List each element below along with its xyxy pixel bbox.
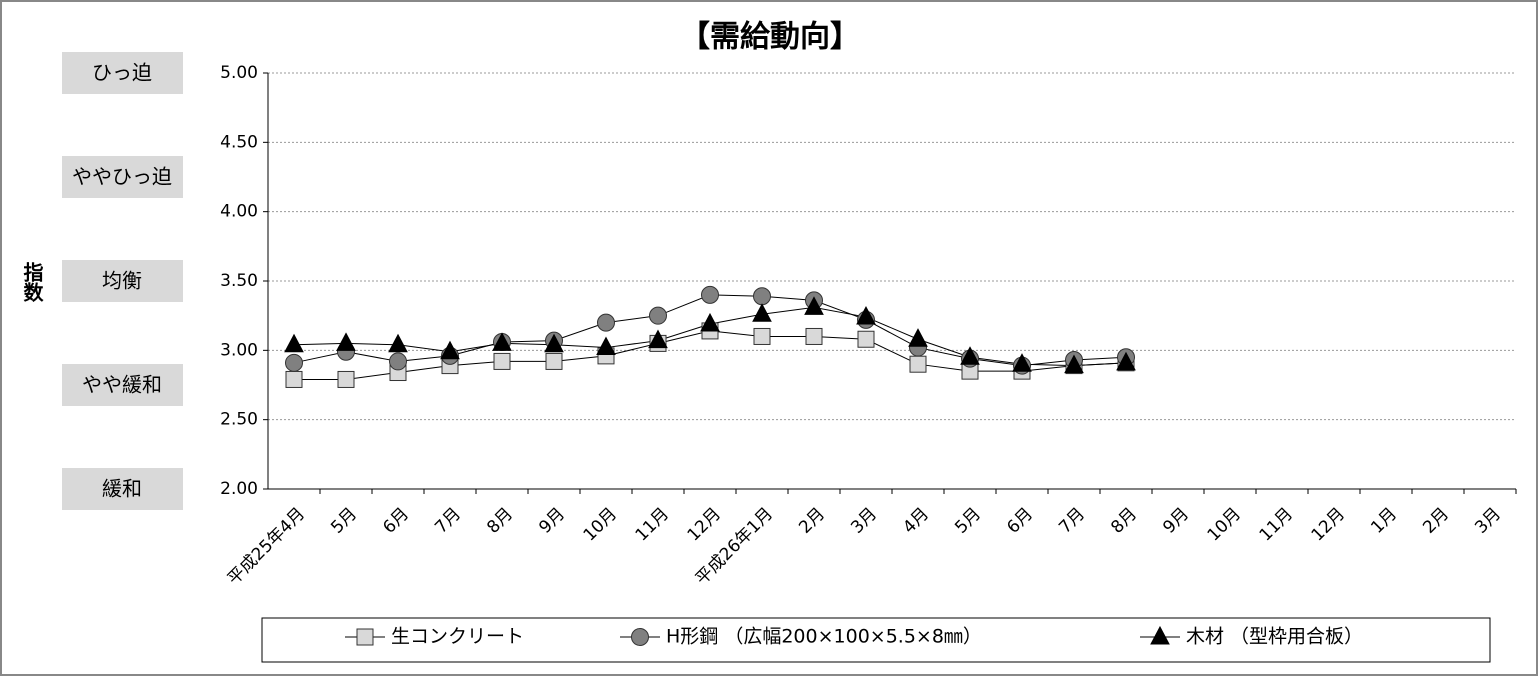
marker — [389, 352, 407, 371]
level-label: ややひっ迫 — [72, 165, 172, 189]
marker — [804, 296, 824, 315]
legend-label: 生コンクリート — [391, 626, 524, 648]
marker — [285, 353, 303, 372]
marker — [805, 327, 823, 345]
legend-label: H形鋼 （広幅200×100×5.5×8㎜） — [666, 626, 982, 648]
marker — [1064, 354, 1084, 374]
marker — [284, 333, 304, 353]
marker — [1012, 353, 1032, 372]
marker — [597, 313, 615, 332]
level-box — [62, 260, 183, 302]
marker — [856, 305, 876, 325]
level-label: 緩和 — [102, 477, 142, 501]
marker — [1116, 351, 1136, 371]
marker — [545, 352, 563, 370]
legend-marker — [1150, 625, 1170, 645]
marker — [960, 346, 980, 365]
legend-label: 木材 （型枠用合板） — [1186, 626, 1363, 648]
marker — [753, 287, 771, 306]
marker — [337, 370, 355, 388]
marker — [909, 355, 927, 373]
marker — [753, 327, 771, 345]
y-tick-label: 2.00 — [220, 479, 258, 499]
marker — [544, 333, 564, 353]
level-label: ひっ迫 — [92, 61, 152, 85]
marker — [492, 332, 512, 351]
y-tick-label: 2.50 — [220, 410, 258, 430]
chart-title: 【需給動向】 — [680, 20, 860, 55]
y-tick-label: 4.00 — [220, 202, 258, 222]
y-axis-label: 指数 — [20, 261, 44, 303]
marker — [648, 329, 668, 349]
y-tick-label: 5.00 — [220, 63, 258, 83]
marker — [336, 332, 356, 351]
marker — [596, 336, 616, 356]
level-label: 均衡 — [102, 269, 142, 293]
level-label: やや緩和 — [82, 373, 162, 397]
legend-box — [261, 617, 1491, 663]
y-tick-label: 3.50 — [220, 271, 258, 291]
y-tick-label: 3.00 — [220, 340, 258, 360]
marker — [857, 330, 875, 348]
level-box — [62, 156, 183, 198]
marker — [649, 306, 667, 325]
marker — [908, 328, 928, 347]
marker — [701, 285, 719, 304]
y-tick-label: 4.50 — [220, 132, 258, 152]
legend-marker — [631, 628, 649, 646]
marker — [285, 370, 303, 388]
level-box — [62, 364, 183, 406]
marker — [752, 303, 772, 322]
marker — [700, 312, 720, 332]
marker — [440, 340, 460, 360]
marker — [493, 352, 511, 370]
level-box — [62, 52, 183, 94]
level-box — [62, 468, 183, 510]
legend-marker — [356, 628, 374, 646]
marker — [388, 333, 408, 353]
